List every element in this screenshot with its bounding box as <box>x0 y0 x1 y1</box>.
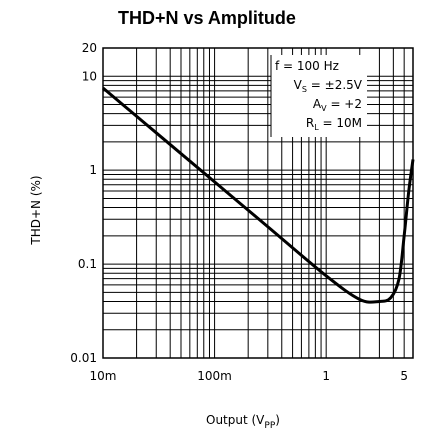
x-tick-label: 10m <box>90 369 117 383</box>
annotation-av: AV = +2 <box>313 97 362 113</box>
annotations: f = 100 Hz VS = ±2.5V AV = +2 RL = 10M <box>275 59 363 132</box>
plot-frame <box>102 47 414 359</box>
annotation-box <box>271 55 367 137</box>
series-line <box>102 86 415 304</box>
annotation-freq: f = 100 Hz <box>275 59 339 73</box>
y-tick-label: 1 <box>89 163 97 177</box>
y-tick-label: 0.01 <box>70 351 97 365</box>
chart-title: THD+N vs Amplitude <box>118 8 296 28</box>
y-axis-label: THD+N (%) <box>29 175 43 245</box>
x-axis-label-main: Output (V <box>206 413 265 427</box>
annotation-vs: VS = ±2.5V <box>294 78 363 94</box>
x-axis-label-sub: PP <box>264 421 275 431</box>
x-tick-label: 5 <box>400 369 408 383</box>
x-axis-label-close: ) <box>275 413 280 427</box>
x-axis-label: Output (VPP) <box>206 413 280 431</box>
y-tick-labels: 20 10 1 0.1 0.01 <box>70 41 97 365</box>
x-tick-label: 1 <box>322 369 330 383</box>
x-tick-label: 100m <box>197 369 232 383</box>
y-tick-label: 0.1 <box>78 257 97 271</box>
y-tick-label: 10 <box>82 69 97 83</box>
annotation-rl: RL = 10M <box>306 116 362 132</box>
y-tick-label: 20 <box>82 41 97 55</box>
x-tick-labels: 10m 100m 1 5 <box>90 369 408 383</box>
